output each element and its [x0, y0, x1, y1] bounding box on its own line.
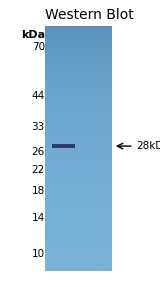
Text: 18: 18: [32, 186, 45, 196]
Text: 10: 10: [32, 249, 45, 259]
Text: 70: 70: [32, 42, 45, 52]
Text: 22: 22: [32, 165, 45, 175]
Text: 26: 26: [32, 147, 45, 157]
Text: 28kDa: 28kDa: [136, 141, 160, 151]
Text: 44: 44: [32, 91, 45, 101]
Text: kDa: kDa: [21, 30, 45, 40]
Text: 14: 14: [32, 213, 45, 223]
Text: Western Blot: Western Blot: [45, 7, 134, 22]
Text: 33: 33: [32, 122, 45, 132]
